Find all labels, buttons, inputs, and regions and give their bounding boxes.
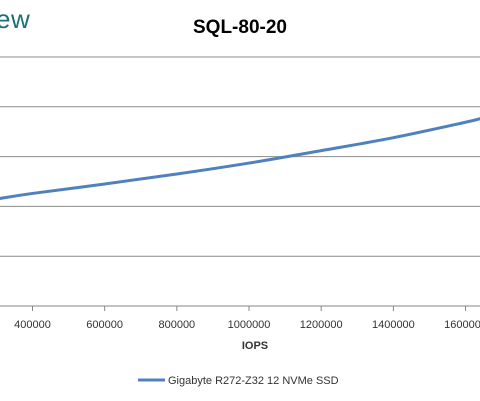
x-tick-label: 600000 [86,319,123,331]
x-axis-label: IOPS [242,340,268,352]
x-tick-label: 1600000 [444,319,480,331]
x-tick-label: 1400000 [372,319,415,331]
x-tick-label: 800000 [158,319,195,331]
x-tick-label: 1000000 [228,319,271,331]
series-line [0,117,480,200]
x-tick-label: 400000 [14,319,51,331]
x-tick-label: 1200000 [300,319,343,331]
legend-label: Gigabyte R272-Z32 12 NVMe SSD [168,375,339,387]
chart-title: SQL-80-20 [193,17,287,38]
logo-text: ew [0,4,31,34]
